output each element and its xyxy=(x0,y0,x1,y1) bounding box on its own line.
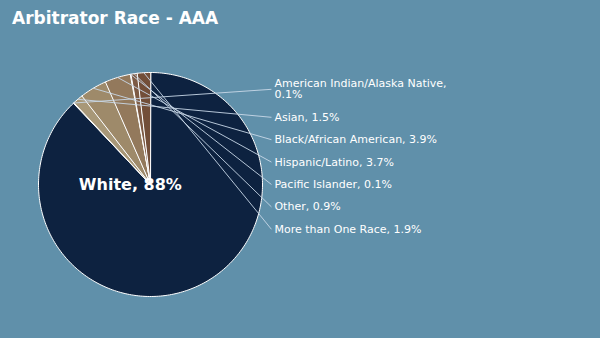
svg-text:Black/African American, 3.9%: Black/African American, 3.9% xyxy=(274,133,437,146)
svg-text:Pacific Islander, 0.1%: Pacific Islander, 0.1% xyxy=(274,178,391,191)
svg-text:White, 88%: White, 88% xyxy=(79,175,182,194)
svg-text:American Indian/Alaska Native,: American Indian/Alaska Native,0.1% xyxy=(274,77,446,101)
svg-text:Other, 0.9%: Other, 0.9% xyxy=(274,200,340,213)
html-text:Arbitrator Race - AAA: Arbitrator Race - AAA xyxy=(12,8,219,28)
svg-text:Asian, 1.5%: Asian, 1.5% xyxy=(274,111,339,124)
svg-text:Hispanic/Latino, 3.7%: Hispanic/Latino, 3.7% xyxy=(274,156,393,169)
svg-text:More than One Race, 1.9%: More than One Race, 1.9% xyxy=(274,223,421,236)
